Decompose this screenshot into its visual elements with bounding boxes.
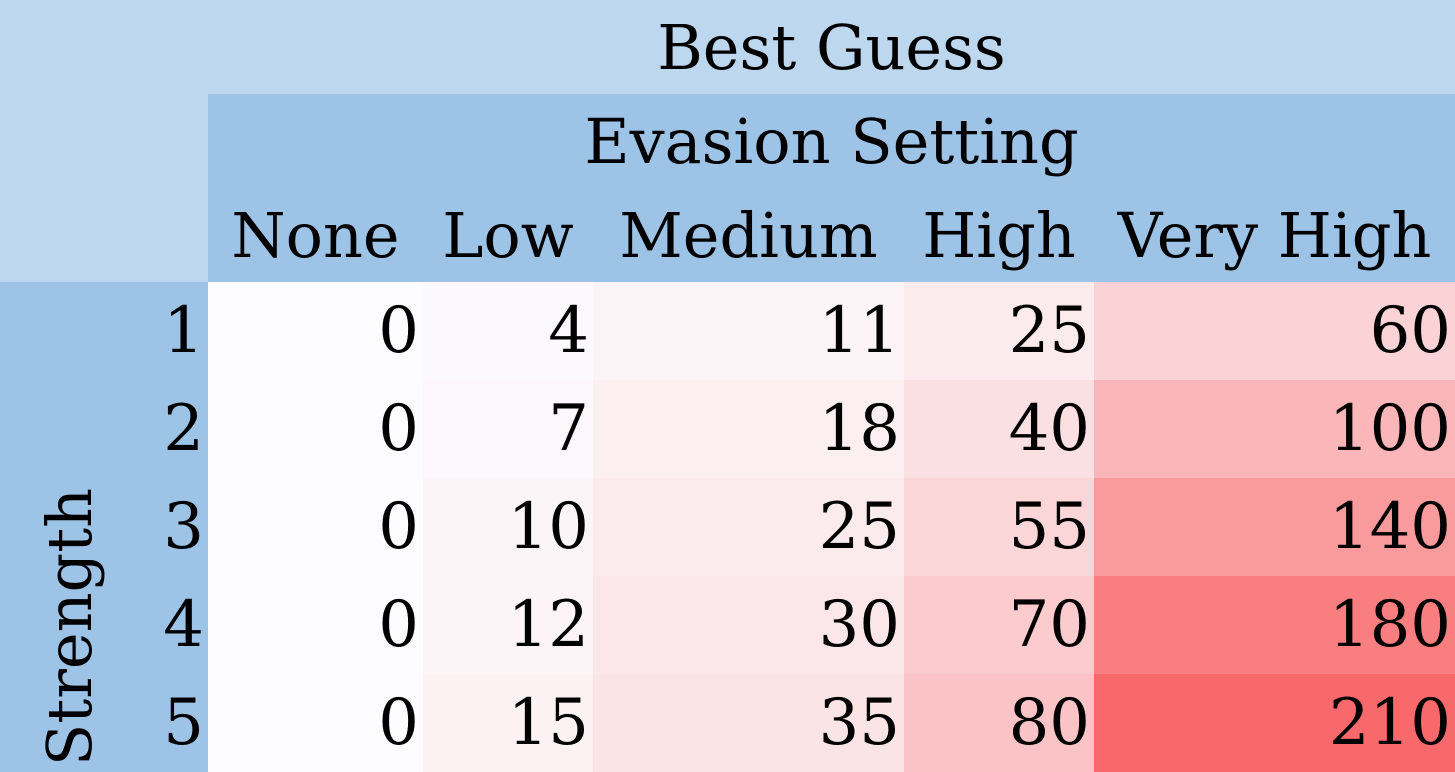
row-header: 1 bbox=[163, 294, 204, 368]
column-header-none: None bbox=[208, 188, 423, 282]
heatmap-cell: 25 bbox=[904, 282, 1094, 380]
heatmap-cell: 60 bbox=[1094, 282, 1455, 380]
heatmap-cell: 0 bbox=[208, 576, 423, 674]
table-title: Best Guess bbox=[208, 0, 1455, 94]
heatmap-cell: 0 bbox=[208, 478, 423, 576]
heatmap-cell: 180 bbox=[1094, 576, 1455, 674]
row-group-label: Strength bbox=[33, 487, 106, 767]
heatmap-cell: 210 bbox=[1094, 674, 1455, 772]
heatmap-cell: 40 bbox=[904, 380, 1094, 478]
column-header-low: Low bbox=[423, 188, 593, 282]
heatmap-cell: 11 bbox=[593, 282, 904, 380]
heatmap-cell: 18 bbox=[593, 380, 904, 478]
heatmap-cell: 12 bbox=[423, 576, 593, 674]
heatmap-cell: 55 bbox=[904, 478, 1094, 576]
heatmap-cell: 0 bbox=[208, 282, 423, 380]
heatmap-cell: 10 bbox=[423, 478, 593, 576]
column-header-high: High bbox=[904, 188, 1094, 282]
corner-cell bbox=[0, 0, 208, 282]
heatmap-cell: 140 bbox=[1094, 478, 1455, 576]
row-group-band bbox=[0, 282, 208, 772]
column-header-very-high: Very High bbox=[1094, 188, 1455, 282]
heatmap-cell: 4 bbox=[423, 282, 593, 380]
row-header: 2 bbox=[163, 392, 204, 466]
column-group-label: Evasion Setting bbox=[208, 94, 1455, 188]
heatmap-cell: 100 bbox=[1094, 380, 1455, 478]
row-header: 3 bbox=[163, 490, 204, 564]
heatmap-cell: 25 bbox=[593, 478, 904, 576]
heatmap-cell: 15 bbox=[423, 674, 593, 772]
row-header: 5 bbox=[163, 686, 204, 760]
heatmap-cell: 0 bbox=[208, 380, 423, 478]
heatmap-cell: 7 bbox=[423, 380, 593, 478]
heatmap-cell: 30 bbox=[593, 576, 904, 674]
heatmap-cell: 35 bbox=[593, 674, 904, 772]
heatmap-cell: 80 bbox=[904, 674, 1094, 772]
heatmap-cell: 0 bbox=[208, 674, 423, 772]
column-header-medium: Medium bbox=[593, 188, 904, 282]
row-header: 4 bbox=[163, 588, 204, 662]
heatmap-cell: 70 bbox=[904, 576, 1094, 674]
